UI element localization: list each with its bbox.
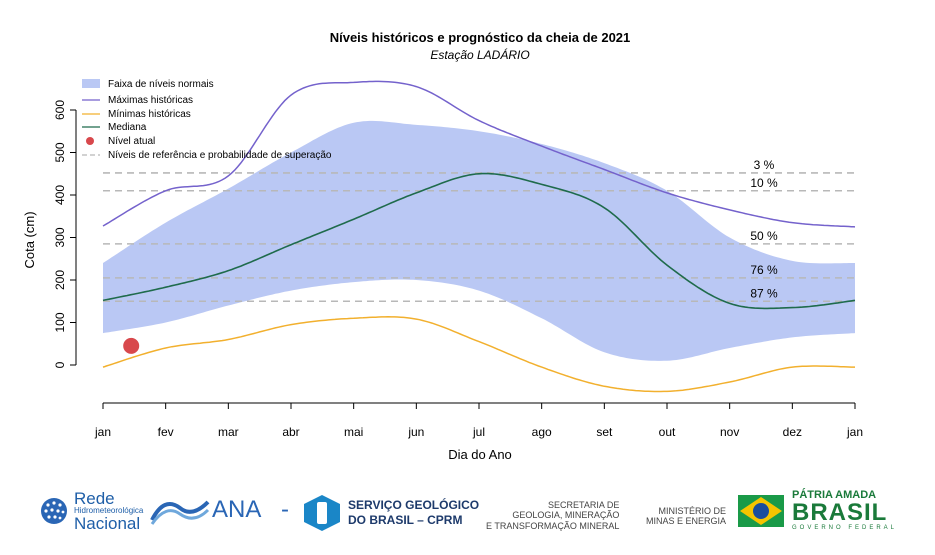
y-axis-label: Cota (cm) bbox=[22, 211, 37, 268]
dash-separator: - bbox=[281, 496, 289, 524]
sec-line3: E TRANSFORMAÇÃO MINERAL bbox=[486, 520, 620, 531]
y-tick-label-1: 100 bbox=[53, 312, 67, 332]
x-tick-label-10: nov bbox=[720, 425, 739, 439]
ref-label-3: 76 % bbox=[750, 263, 778, 277]
footer-logos: Rede Hidrometeorológica Nacional ANA - S… bbox=[0, 478, 935, 555]
x-tick-label-1: fev bbox=[158, 425, 174, 439]
brasil-line3: GOVERNO FEDERAL bbox=[792, 525, 898, 531]
secretaria-logo: SECRETARIA DE GEOLOGIA, MINERAÇÃO E TRAN… bbox=[486, 500, 619, 531]
y-tick-label-0: 0 bbox=[53, 361, 67, 368]
brasil-line1: PÁTRIA AMADA bbox=[792, 489, 877, 501]
y-tick-label-2: 200 bbox=[53, 270, 67, 290]
x-axis-label: Dia do Ano bbox=[448, 447, 512, 462]
x-tick-label-11: dez bbox=[783, 425, 802, 439]
legend-label-min: Mínimas históricas bbox=[108, 109, 191, 120]
ref-label-2: 50 % bbox=[750, 229, 778, 243]
y-tick-label-6: 600 bbox=[53, 100, 67, 120]
rede-line1: Rede bbox=[74, 489, 115, 508]
ministerio-logo: MINISTÉRIO DE MINAS E ENERGIA bbox=[646, 506, 726, 527]
min-line1: MINISTÉRIO DE bbox=[658, 506, 727, 516]
ref-label-1: 10 % bbox=[750, 176, 778, 190]
ref-label-0: 3 % bbox=[754, 158, 775, 172]
x-tick-label-2: mar bbox=[218, 425, 239, 439]
legend: Faixa de níveis normais Máximas históric… bbox=[82, 79, 332, 161]
x-tick-label-9: out bbox=[659, 425, 676, 439]
plot-area: 3 % 10 % 50 % 76 % 87 % bbox=[102, 80, 856, 393]
legend-label-max: Máximas históricas bbox=[108, 95, 193, 106]
sec-line2: GEOLOGIA, MINERAÇÃO bbox=[512, 510, 620, 521]
y-tick-label-3: 300 bbox=[53, 227, 67, 247]
chart-subtitle: Estação LADÁRIO bbox=[430, 47, 529, 62]
brasil-flag-icon bbox=[738, 494, 784, 527]
cprm-line1: SERVIÇO GEOLÓGICO bbox=[348, 498, 480, 512]
legend-label-band: Faixa de níveis normais bbox=[108, 79, 214, 90]
legend-swatch-band bbox=[82, 79, 100, 88]
x-tick-label-12: jan bbox=[846, 425, 863, 439]
x-tick-label-5: jun bbox=[407, 425, 424, 439]
series-mediana bbox=[102, 172, 856, 310]
rede-line2: Hidrometeorológica bbox=[74, 506, 144, 515]
ana-label: ANA bbox=[212, 496, 262, 523]
min-line2: MINAS E ENERGIA bbox=[646, 516, 727, 527]
x-tick-label-7: ago bbox=[532, 425, 552, 439]
cprm-hexagon-icon bbox=[304, 495, 340, 531]
chart: Níveis históricos e prognóstico da cheia… bbox=[22, 30, 863, 462]
current-level-point bbox=[123, 337, 140, 354]
x-tick-label-8: set bbox=[596, 425, 613, 439]
governo-federal-logo: PÁTRIA AMADA BRASIL GOVERNO FEDERAL bbox=[736, 490, 897, 531]
x-tick-label-4: mai bbox=[344, 425, 363, 439]
series-maximas bbox=[102, 80, 856, 228]
brasil-line2: BRASIL bbox=[792, 499, 888, 526]
x-tick-label-3: abr bbox=[282, 425, 299, 439]
cprm-line2: DO BRASIL – CPRM bbox=[348, 513, 463, 527]
series-minimas bbox=[102, 316, 855, 393]
chart-title: Níveis históricos e prognóstico da cheia… bbox=[330, 30, 631, 45]
sec-line1: SECRETARIA DE bbox=[548, 500, 620, 510]
dash-text: - bbox=[281, 496, 289, 523]
legend-label-median: Mediana bbox=[108, 122, 147, 133]
cprm-logo: SERVIÇO GEOLÓGICO DO BRASIL – CPRM bbox=[302, 494, 479, 532]
x-ticks: jan fev mar abr mai jun jul ago set out nov dez jan bbox=[94, 403, 863, 439]
y-tick-label-5: 500 bbox=[53, 142, 67, 162]
ana-logo: ANA bbox=[150, 494, 261, 526]
legend-swatch-current bbox=[86, 137, 94, 145]
legend-label-ref: Níveis de referência e probabilidade de … bbox=[108, 150, 332, 161]
y-ticks: 0 100 200 300 400 500 600 bbox=[53, 100, 76, 368]
rede-globe-icon bbox=[41, 498, 67, 524]
ref-label-4: 87 % bbox=[750, 286, 778, 300]
x-tick-label-0: jan bbox=[94, 425, 111, 439]
legend-label-current: Nível atual bbox=[108, 136, 155, 147]
y-tick-label-4: 400 bbox=[53, 185, 67, 205]
rede-line3: Nacional bbox=[74, 514, 141, 533]
ana-waves-icon bbox=[150, 500, 210, 525]
x-tick-label-6: jul bbox=[472, 425, 485, 439]
rede-hidrometeorologica-logo: Rede Hidrometeorológica Nacional bbox=[38, 490, 143, 532]
